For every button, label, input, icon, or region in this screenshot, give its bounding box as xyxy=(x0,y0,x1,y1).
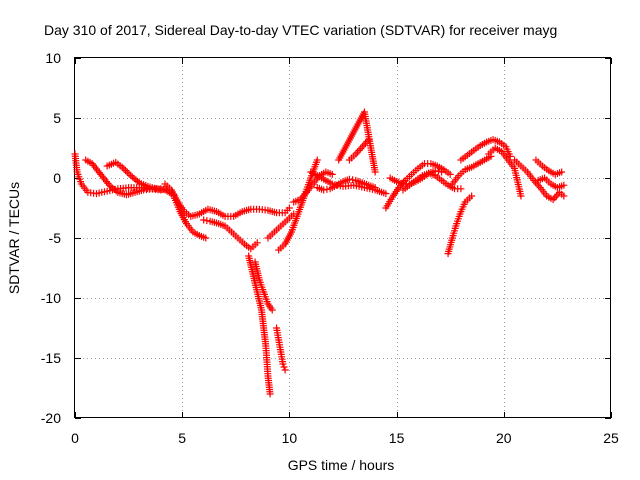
series-track-w xyxy=(485,144,525,200)
data-point xyxy=(266,390,274,398)
data-point xyxy=(446,170,454,178)
series-track-i xyxy=(273,324,289,374)
series-track-g xyxy=(245,252,274,398)
x-axis-title: GPS time / hours xyxy=(288,457,395,473)
x-tick-label: 5 xyxy=(178,430,186,446)
data-point xyxy=(328,170,336,178)
data-point xyxy=(517,192,525,200)
series-track-d xyxy=(161,180,293,220)
series-track-e xyxy=(170,192,210,242)
data-point xyxy=(560,192,568,200)
data-point xyxy=(382,190,390,198)
y-tick-label: 10 xyxy=(45,50,61,66)
x-tick-label: 0 xyxy=(71,430,79,446)
y-tick-label: -15 xyxy=(41,350,61,366)
series-track-s xyxy=(399,169,465,194)
y-tick-label: -10 xyxy=(41,290,61,306)
series-track-n xyxy=(313,175,379,194)
y-tick-label: 0 xyxy=(53,170,61,186)
data-point xyxy=(268,306,276,314)
series-track-h xyxy=(251,258,276,314)
series-track-u xyxy=(448,152,495,188)
series-track-t xyxy=(444,192,476,258)
data-point xyxy=(371,168,379,176)
data-point xyxy=(125,170,133,178)
y-tick-label: -5 xyxy=(49,230,62,246)
data-point xyxy=(279,360,287,368)
y-tick-label: -20 xyxy=(41,410,61,426)
series-track-m xyxy=(307,168,390,198)
series-track-z xyxy=(534,174,568,192)
series-track-f xyxy=(200,216,261,253)
data-point xyxy=(112,187,120,195)
data-point xyxy=(120,165,128,173)
data-point xyxy=(280,363,288,371)
data-point xyxy=(438,168,446,176)
data-point xyxy=(457,185,465,193)
data-point xyxy=(560,181,568,189)
data-point xyxy=(118,163,126,171)
y-tick-label: 5 xyxy=(53,110,61,126)
y-axis-title: SDTVAR / TECUs xyxy=(6,182,22,294)
data-point xyxy=(365,136,373,144)
data-point xyxy=(202,234,210,242)
data-point xyxy=(371,184,379,192)
data-point xyxy=(313,156,321,164)
data-point xyxy=(281,366,289,374)
data-point xyxy=(253,239,261,247)
data-point xyxy=(134,177,142,185)
axis-ticks: 0 5 10 15 20 25 -20 -15 -10 -5 0 5 10 xyxy=(41,50,619,446)
x-tick-label: 25 xyxy=(603,430,619,446)
data-point xyxy=(558,168,566,176)
data-point xyxy=(123,168,131,176)
series-track-y xyxy=(532,156,566,178)
series-track-p xyxy=(345,136,373,164)
x-tick-label: 10 xyxy=(282,430,298,446)
plot-frame xyxy=(74,57,611,418)
data-point xyxy=(122,167,130,175)
x-tick-label: 15 xyxy=(389,430,405,446)
data-point xyxy=(285,204,293,212)
data-point xyxy=(468,192,476,200)
chart-title: Day 310 of 2017, Sidereal Day-to-day VTE… xyxy=(44,22,557,38)
series-track-v xyxy=(457,136,514,164)
series-track-c xyxy=(103,158,178,199)
x-tick-label: 20 xyxy=(496,430,512,446)
data-points xyxy=(71,108,568,398)
